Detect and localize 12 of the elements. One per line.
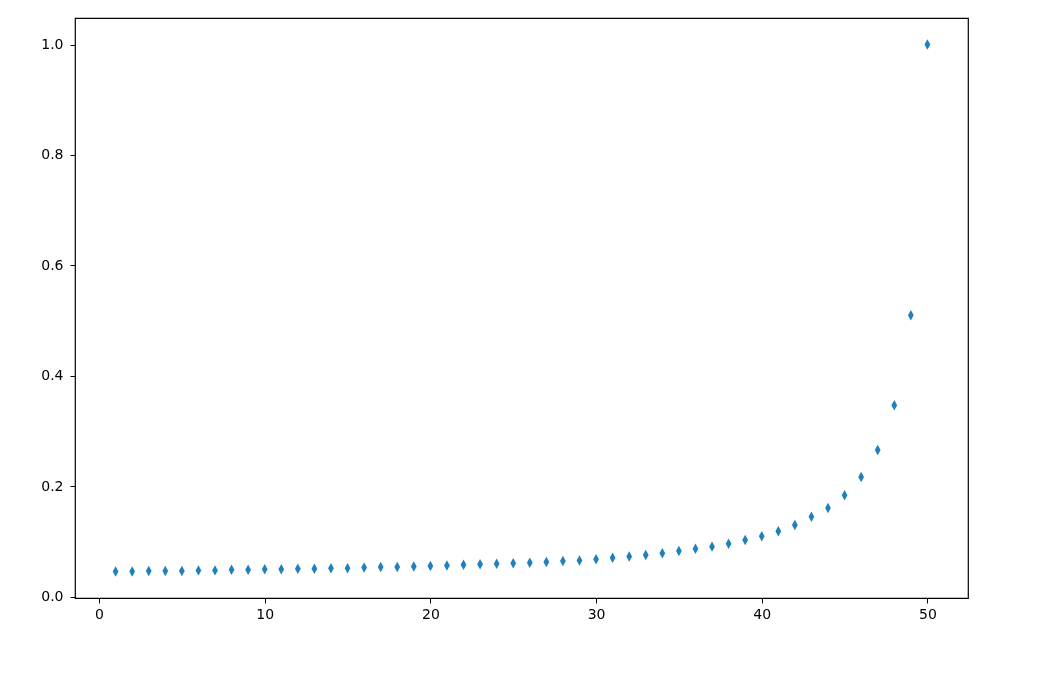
y-tick-label: 0.0	[41, 588, 64, 605]
y-tick-label: 0.4	[41, 367, 64, 384]
y-tick-label: 0.2	[41, 477, 64, 494]
x-tick-label: 30	[587, 605, 606, 622]
y-tick-label: 0.8	[41, 146, 64, 163]
x-tick-label: 50	[919, 605, 937, 622]
x-tick-label: 0	[95, 605, 104, 622]
y-tick-label: 1.0	[41, 36, 64, 53]
y-tick-label: 0.6	[41, 256, 64, 273]
x-tick-label: 10	[256, 605, 275, 622]
x-tick-label: 20	[421, 605, 440, 622]
x-tick-label: 40	[753, 605, 772, 622]
